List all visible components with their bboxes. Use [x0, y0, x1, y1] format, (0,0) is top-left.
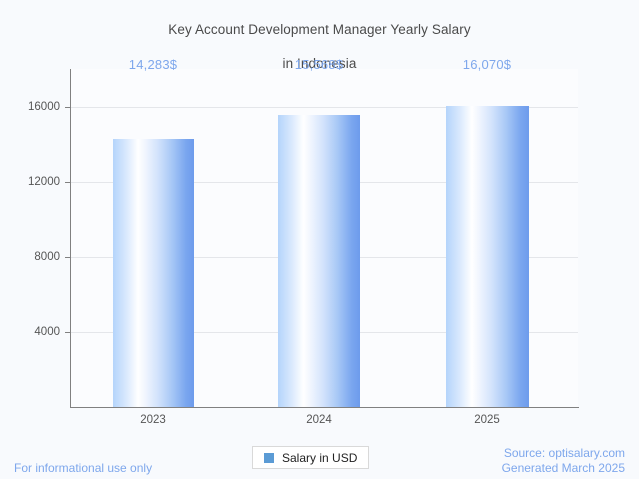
- value-label-2024: 15,568$: [294, 57, 344, 72]
- ytick-label-8000: 8000: [34, 251, 60, 263]
- bar-2024[interactable]: [278, 115, 360, 407]
- footer-disclaimer: For informational use only: [14, 461, 153, 475]
- ytick-mark-12000: [65, 182, 70, 183]
- xtick-label-2023: 2023: [140, 414, 166, 426]
- ytick-mark-16000: [65, 107, 70, 108]
- x-axis-line: [70, 407, 579, 408]
- footer-source: Source: optisalary.com: [503, 446, 625, 460]
- value-label-2023: 14,283$: [128, 57, 178, 72]
- legend-color-swatch-icon: [264, 452, 274, 463]
- ytick-mark-4000: [65, 332, 70, 333]
- gridline-16000: [70, 107, 578, 108]
- footer-source-block: Source: optisalary.com Generated March 2…: [502, 446, 625, 476]
- y-axis-line: [70, 69, 71, 407]
- chart-title: Key Account Development Manager Yearly S…: [0, 4, 639, 72]
- bar-2023[interactable]: [113, 139, 194, 407]
- chart-title-line-2: in Indonesia: [282, 56, 357, 71]
- footer-generated-date: Generated March 2025: [501, 461, 625, 475]
- bar-2025[interactable]: [446, 106, 529, 407]
- chart-title-line-1: Key Account Development Manager Yearly S…: [168, 22, 471, 37]
- xtick-label-2024: 2024: [306, 414, 332, 426]
- legend-label-salary-in-usd: Salary in USD: [282, 450, 358, 465]
- ytick-mark-8000: [65, 257, 70, 258]
- ytick-label-12000: 12000: [28, 176, 60, 188]
- value-label-2025: 16,070$: [462, 57, 512, 72]
- xtick-label-2025: 2025: [474, 414, 500, 426]
- chart-legend[interactable]: Salary in USD: [252, 446, 370, 469]
- ytick-label-16000: 16000: [28, 101, 60, 113]
- ytick-label-4000: 4000: [34, 326, 60, 338]
